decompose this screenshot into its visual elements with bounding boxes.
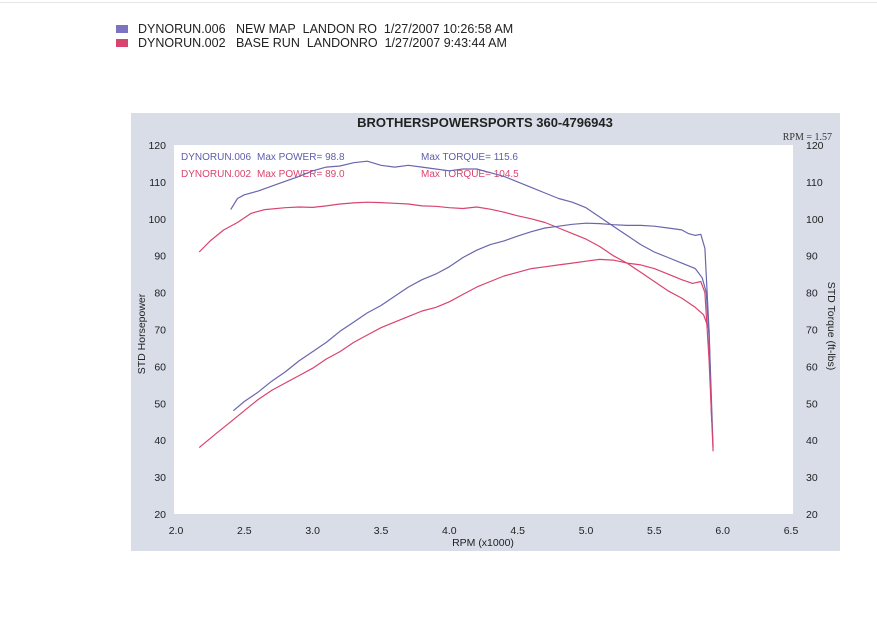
y-axis-label-right: STD Torque (ft-lbs) [825, 282, 837, 371]
y-tick-label-left: 20 [154, 509, 166, 521]
x-tick-label: 5.0 [579, 525, 594, 537]
annotation-run-002-power: Max POWER= 89.0 [257, 169, 345, 180]
y-tick-label-left: 50 [154, 398, 166, 410]
y-tick-label-left: 40 [154, 435, 166, 447]
annotation-run-002-label: DYNORUN.002 [181, 169, 251, 180]
legend-run-id: DYNORUN.002 [138, 36, 226, 50]
annotation-run-006-torque: Max TORQUE= 115.6 [421, 152, 518, 163]
x-tick-label: 4.0 [442, 525, 457, 537]
y-tick-label-right: 60 [806, 361, 818, 373]
series-line-dynorun-002-torque [198, 201, 713, 419]
y-tick-label-right: 100 [806, 214, 824, 226]
y-tick-label-right: 80 [806, 288, 818, 300]
annotation-run-006-power: Max POWER= 98.8 [257, 152, 345, 163]
annotation-run-002-torque: Max TORQUE= 104.5 [421, 169, 519, 180]
legend-entry-run-002: DYNORUN.002 BASE RUN LANDONRO 1/27/2007 … [116, 36, 507, 50]
x-axis-label: RPM (x1000) [452, 537, 514, 549]
y-tick-label-right: 20 [806, 509, 818, 521]
y-tick-label-right: 120 [806, 140, 824, 152]
legend-entry-run-006: DYNORUN.006 NEW MAP LANDON RO 1/27/2007 … [116, 22, 513, 36]
y-tick-label-right: 110 [806, 177, 823, 189]
legend-swatch-002 [116, 39, 128, 47]
x-tick-label: 2.5 [237, 525, 252, 537]
x-tick-label: 4.5 [510, 525, 525, 537]
scan-edge-line [0, 2, 877, 3]
y-tick-label-left: 60 [154, 361, 166, 373]
y-tick-label-right: 90 [806, 251, 818, 263]
series-line-dynorun-006-power [233, 222, 714, 448]
plot-area [174, 145, 793, 514]
y-tick-label-right: 40 [806, 435, 818, 447]
series-line-dynorun-002-power [198, 258, 714, 452]
y-tick-label-left: 100 [148, 214, 166, 226]
y-tick-label-left: 90 [154, 251, 166, 263]
y-tick-label-left: 120 [148, 140, 166, 152]
x-tick-label: 2.0 [169, 525, 184, 537]
y-tick-label-left: 110 [149, 177, 166, 189]
legend-swatch-006 [116, 25, 128, 33]
legend-run-name: BASE RUN [235, 36, 300, 50]
legend-run-date: 1/27/2007 9:43:44 AM [384, 36, 507, 50]
series-line-dynorun-006-torque [230, 160, 713, 422]
chart-title: BROTHERSPOWERSPORTS 360-4796943 [357, 115, 613, 130]
legend-run-name: NEW MAP [235, 22, 296, 36]
legend-run-operator: LANDON RO [302, 22, 377, 36]
y-axis-label-left: STD Horsepower [136, 293, 148, 374]
legend-run-id: DYNORUN.006 [138, 22, 226, 36]
y-tick-label-left: 70 [154, 325, 166, 337]
x-tick-label: 6.5 [784, 525, 799, 537]
y-tick-label-left: 30 [154, 472, 166, 484]
y-tick-label-left: 80 [154, 288, 166, 300]
x-tick-label: 3.5 [374, 525, 389, 537]
x-tick-label: 6.0 [715, 525, 730, 537]
legend-run-date: 1/27/2007 10:26:58 AM [383, 22, 514, 36]
rpm-note: RPM = 1.57 [783, 132, 832, 143]
annotation-run-006-label: DYNORUN.006 [181, 152, 251, 163]
y-tick-label-right: 50 [806, 398, 818, 410]
y-tick-label-right: 70 [806, 325, 818, 337]
x-tick-label: 3.0 [305, 525, 320, 537]
legend-run-operator: LANDONRO [306, 36, 378, 50]
x-tick-label: 5.5 [647, 525, 662, 537]
y-tick-label-right: 30 [806, 472, 818, 484]
